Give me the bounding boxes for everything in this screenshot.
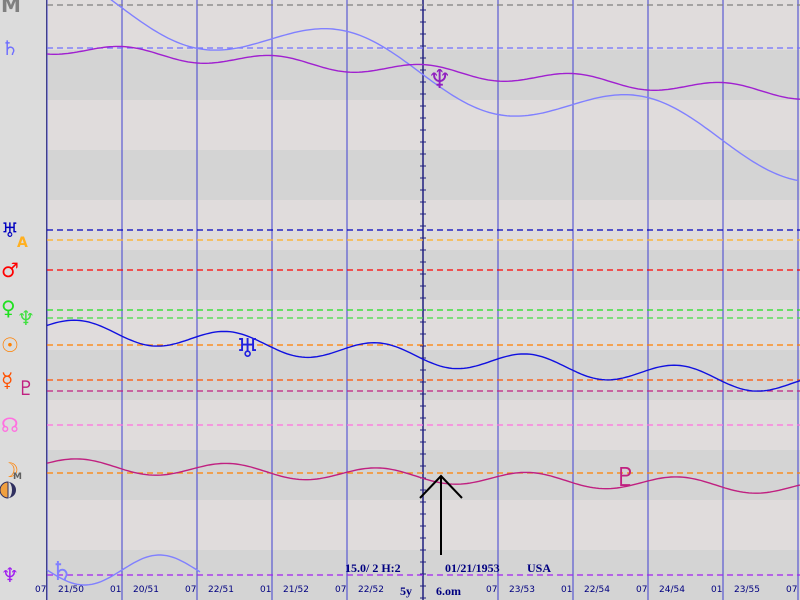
chart-place: USA [527,561,551,575]
planet-glyph: ☽ [1,458,19,482]
axis-day: 01 [260,585,271,595]
transit-curve-magenta [46,458,800,494]
orb-years: 5y [400,584,412,598]
axis-day: 07 [335,585,346,595]
planet-glyph: ♇ [17,376,35,400]
planet-glyph: ♆ [1,563,19,587]
planet-glyph: ♂ [1,258,19,282]
curve-marker: ♅ [236,334,259,364]
axis-date: 20/51 [133,585,159,595]
axis-day: 07 [636,585,647,595]
orb-months: 6.om [436,584,461,598]
planet-glyph: ♀ [1,296,16,320]
moon-phase-dark [8,482,16,498]
transit-curve-light-low [46,554,201,586]
axis-day: 01 [110,585,121,595]
transit-curve-purple [46,45,800,100]
transit-curve-light [110,0,799,182]
axis-day: 07 [185,585,196,595]
curve-marker: ♄ [50,557,73,587]
orb-info: 15.0/ 2 H:2 [345,561,401,575]
axis-day: 07 [486,585,497,595]
axis-date: 24/54 [659,585,685,595]
planet-glyph: ♅ [1,218,19,242]
planet-glyph: ♄ [1,36,19,60]
moon-phase [0,481,9,499]
chart-date: 01/21/1953 [445,561,500,575]
cursor-arrow-head [419,474,463,499]
planet-glyph: ☉ [1,333,19,357]
planet-glyph: M [1,0,21,17]
axis-day: 07 [786,585,797,595]
axis-day: 01 [711,585,722,595]
planet-glyph: ☊ [1,413,19,437]
curve-marker: ♇ [614,463,637,493]
axis-date: 23/53 [509,585,535,595]
axis-date: 23/55 [734,585,760,595]
axis-day: 07 [35,585,46,595]
planet-glyph: ♆ [17,306,35,330]
glyph-panel [0,0,46,600]
axis-date: 21/52 [283,585,309,595]
transit-curve-blue [46,319,800,392]
planet-glyph: ☿ [1,368,13,392]
axis-day: 01 [561,585,572,595]
axis-date: 21/50 [58,585,84,595]
axis-date: 22/51 [208,585,234,595]
planet-glyph: A [17,235,28,251]
axis-date: 22/54 [584,585,610,595]
axis-date: 22/52 [358,585,384,595]
curve-marker: ♆ [428,65,451,95]
planet-glyph: M [13,472,22,482]
